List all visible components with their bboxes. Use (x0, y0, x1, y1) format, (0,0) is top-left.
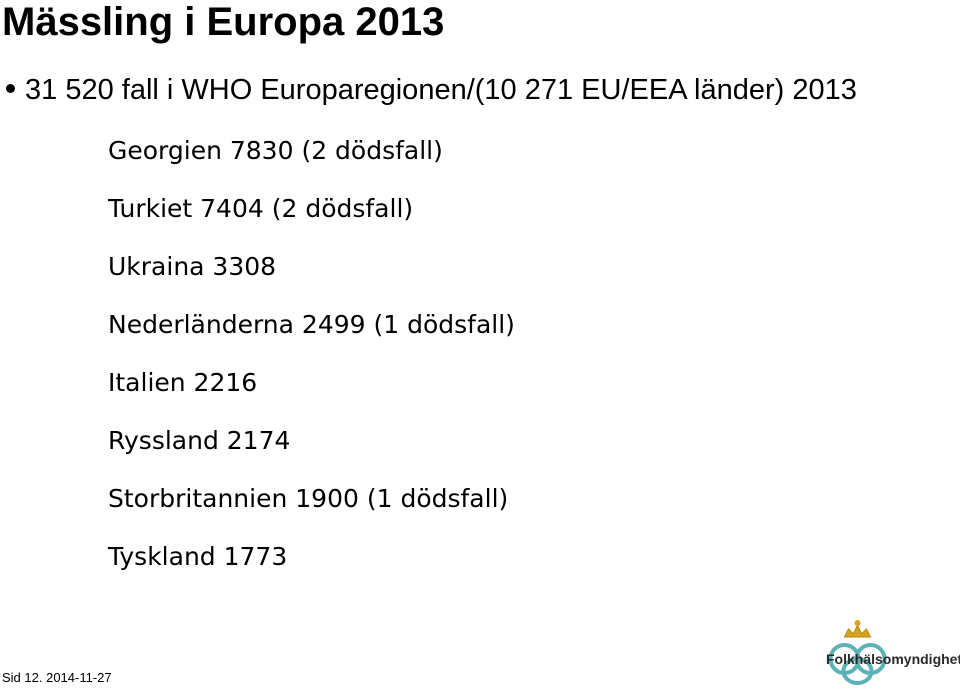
list-item: Turkiet 7404 (2 dödsfall) (108, 194, 414, 223)
list-item: Ukraina 3308 (108, 252, 277, 281)
list-item: Storbritannien 1900 (1 dödsfall) (108, 484, 509, 513)
list-item: Georgien 7830 (2 dödsfall) (108, 136, 443, 165)
bullet-dot (6, 83, 15, 93)
slide-title: Mässling i Europa 2013 (2, 0, 445, 44)
bullet-point: 31 520 fall i WHO Europaregionen/(10 271… (6, 74, 857, 107)
list-item: Ryssland 2174 (108, 426, 291, 455)
footer: Sid 12. 2014-11-27 (2, 670, 112, 685)
list-item: Italien 2216 (108, 368, 258, 397)
logo-emblem (828, 620, 887, 685)
bullet-text: 31 520 fall i WHO Europaregionen/(10 271… (25, 74, 857, 106)
logo-text: Folkhälsomyndigheten (826, 651, 960, 667)
list-item: Nederländerna 2499 (1 dödsfall) (108, 310, 515, 339)
list-item: Tyskland 1773 (108, 542, 288, 571)
